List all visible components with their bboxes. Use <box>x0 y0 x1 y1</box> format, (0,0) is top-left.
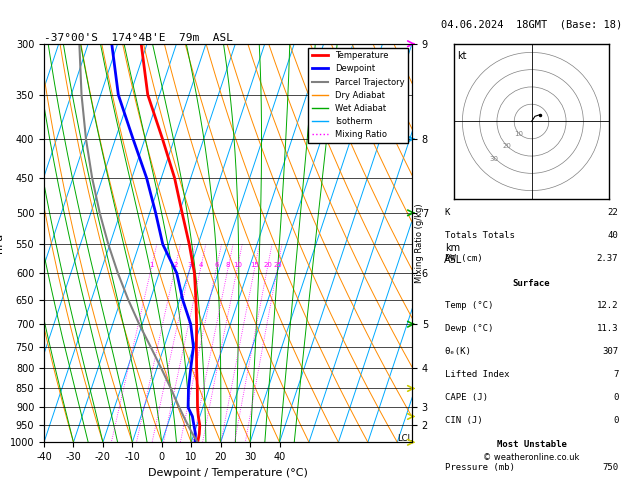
Text: CIN (J): CIN (J) <box>445 416 482 425</box>
Text: 15: 15 <box>250 261 259 268</box>
Text: 30: 30 <box>490 156 499 162</box>
Text: -37°00'S  174°4B'E  79m  ASL: -37°00'S 174°4B'E 79m ASL <box>44 33 233 43</box>
Text: 10: 10 <box>233 261 242 268</box>
Text: 3: 3 <box>187 261 192 268</box>
Text: 6: 6 <box>214 261 219 268</box>
Text: © weatheronline.co.uk: © weatheronline.co.uk <box>483 452 580 462</box>
Text: 307: 307 <box>602 347 618 356</box>
Text: CAPE (J): CAPE (J) <box>445 393 487 402</box>
Text: 04.06.2024  18GMT  (Base: 18): 04.06.2024 18GMT (Base: 18) <box>441 19 622 29</box>
Text: 0: 0 <box>613 393 618 402</box>
Text: Pressure (mb): Pressure (mb) <box>445 463 515 472</box>
Text: 25: 25 <box>273 261 282 268</box>
Text: 20: 20 <box>502 143 511 149</box>
Text: K: K <box>445 208 450 217</box>
Text: θₑ(K): θₑ(K) <box>445 347 472 356</box>
Text: PW (cm): PW (cm) <box>445 254 482 263</box>
Text: Temp (°C): Temp (°C) <box>445 301 493 311</box>
Text: Totals Totals: Totals Totals <box>445 231 515 240</box>
Text: 40: 40 <box>608 231 618 240</box>
Text: 10: 10 <box>515 131 523 137</box>
Legend: Temperature, Dewpoint, Parcel Trajectory, Dry Adiabat, Wet Adiabat, Isotherm, Mi: Temperature, Dewpoint, Parcel Trajectory… <box>308 48 408 142</box>
Text: 20: 20 <box>263 261 272 268</box>
Text: 22: 22 <box>608 208 618 217</box>
Text: Dewp (°C): Dewp (°C) <box>445 324 493 333</box>
Text: 2: 2 <box>173 261 177 268</box>
Text: kt: kt <box>457 51 467 61</box>
Text: Mixing Ratio (g/kg): Mixing Ratio (g/kg) <box>415 203 424 283</box>
Text: 1: 1 <box>149 261 153 268</box>
Y-axis label: km
ASL: km ASL <box>444 243 462 264</box>
Text: 11.3: 11.3 <box>597 324 618 333</box>
Text: Lifted Index: Lifted Index <box>445 370 509 379</box>
Text: Surface: Surface <box>513 278 550 288</box>
Text: 750: 750 <box>602 463 618 472</box>
Text: 4: 4 <box>199 261 203 268</box>
X-axis label: Dewpoint / Temperature (°C): Dewpoint / Temperature (°C) <box>148 468 308 478</box>
Text: 8: 8 <box>226 261 230 268</box>
Text: 2.37: 2.37 <box>597 254 618 263</box>
Text: 7: 7 <box>613 370 618 379</box>
Text: Most Unstable: Most Unstable <box>496 440 567 450</box>
Text: 0: 0 <box>613 416 618 425</box>
Y-axis label: hPa: hPa <box>0 233 4 253</box>
Text: LCL: LCL <box>397 434 412 443</box>
Text: 12.2: 12.2 <box>597 301 618 311</box>
